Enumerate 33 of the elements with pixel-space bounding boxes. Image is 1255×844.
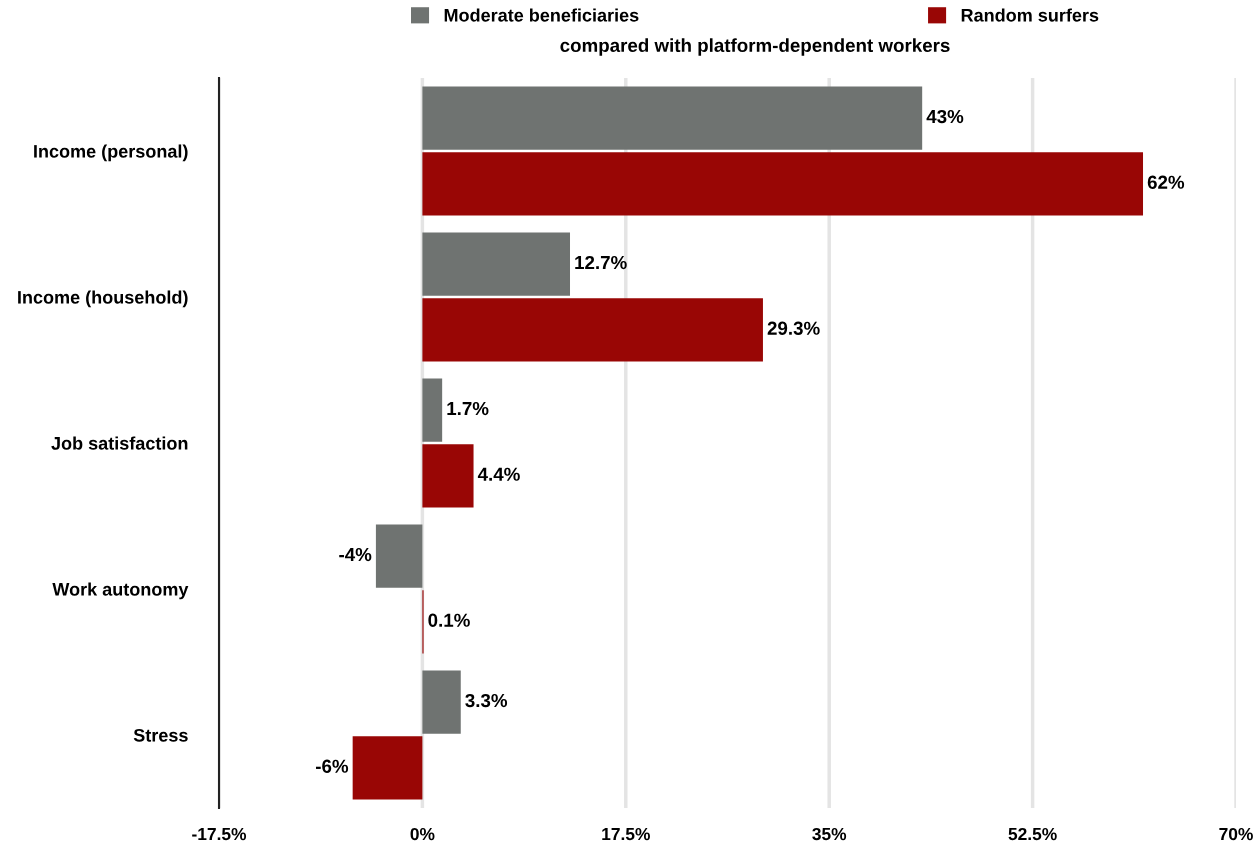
bar <box>422 86 923 150</box>
chart-title: compared with platform-dependent workers <box>560 38 950 56</box>
y-tick-label: Income (household) <box>18 290 188 308</box>
x-tick-label: 70% <box>1219 827 1253 841</box>
bar <box>422 298 763 362</box>
legend-label: Moderate beneficiaries <box>444 8 639 22</box>
x-tick-label: -17.5% <box>192 827 247 841</box>
bar <box>422 670 461 734</box>
bar <box>422 378 443 442</box>
bar <box>422 152 1144 216</box>
x-tick-label: 0% <box>410 827 435 841</box>
data-label: 43% <box>926 109 964 124</box>
data-label: 29.3% <box>767 321 820 335</box>
x-tick-label: 35% <box>812 827 847 841</box>
x-tick-label: 17.5% <box>602 827 650 841</box>
data-label: -6% <box>315 759 349 773</box>
data-label: 62% <box>1147 175 1185 189</box>
data-label: 4.4% <box>477 467 520 481</box>
bar <box>422 444 474 508</box>
y-tick-label: Job satisfaction <box>51 436 188 450</box>
data-label: 12.7% <box>575 255 627 270</box>
bar <box>375 524 423 588</box>
data-label: -4% <box>339 547 372 562</box>
data-label: 1.7% <box>447 401 489 416</box>
data-label: 3.3% <box>465 693 508 708</box>
bar <box>422 232 571 296</box>
bar <box>352 736 423 800</box>
data-label: 0.1% <box>428 613 470 627</box>
legend-label: Random surfers <box>961 8 1099 22</box>
y-tick-label: Work autonomy <box>52 582 189 600</box>
y-tick-label: Income (personal) <box>34 144 188 162</box>
y-tick-label: Stress <box>133 728 188 742</box>
x-tick-label: 52.5% <box>1008 827 1057 841</box>
